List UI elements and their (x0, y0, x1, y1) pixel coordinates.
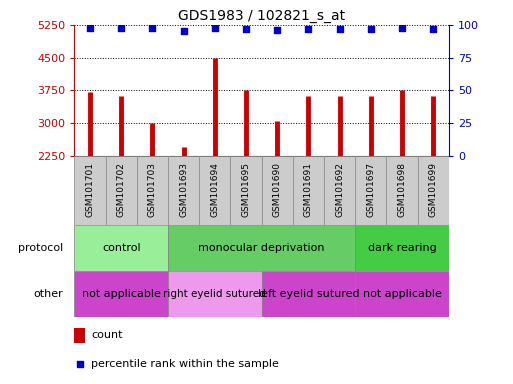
Text: monocular deprivation: monocular deprivation (199, 243, 325, 253)
Point (180, 28, 188, 35)
Title: GDS1983 / 102821_s_at: GDS1983 / 102821_s_at (178, 8, 345, 23)
FancyBboxPatch shape (293, 156, 324, 225)
Text: not applicable: not applicable (82, 289, 161, 299)
Text: GSM101694: GSM101694 (210, 162, 220, 217)
Point (86, 25, 94, 31)
Bar (74, 328, 85, 343)
FancyBboxPatch shape (137, 156, 168, 225)
Text: not applicable: not applicable (363, 289, 442, 299)
Text: protocol: protocol (18, 243, 64, 253)
Text: GSM101691: GSM101691 (304, 162, 313, 217)
Text: GSM101702: GSM101702 (116, 162, 126, 217)
FancyBboxPatch shape (418, 156, 449, 225)
Text: GSM101703: GSM101703 (148, 162, 157, 217)
FancyBboxPatch shape (355, 225, 449, 271)
FancyBboxPatch shape (74, 271, 168, 317)
Text: GSM101701: GSM101701 (86, 162, 94, 217)
Point (117, 25, 125, 31)
Point (211, 25, 219, 31)
Text: GSM101698: GSM101698 (398, 162, 407, 217)
Point (148, 25, 156, 31)
Text: GSM101692: GSM101692 (335, 162, 344, 217)
Text: percentile rank within the sample: percentile rank within the sample (91, 359, 279, 369)
FancyBboxPatch shape (74, 225, 168, 271)
FancyBboxPatch shape (355, 156, 386, 225)
Point (429, 26, 438, 32)
FancyBboxPatch shape (74, 156, 106, 225)
Text: GSM101699: GSM101699 (429, 162, 438, 217)
Point (336, 26, 344, 32)
FancyBboxPatch shape (199, 156, 230, 225)
Text: GSM101690: GSM101690 (273, 162, 282, 217)
FancyBboxPatch shape (168, 225, 355, 271)
Point (75, 361, 84, 367)
Text: right eyelid sutured: right eyelid sutured (164, 289, 266, 299)
FancyBboxPatch shape (262, 271, 355, 317)
FancyBboxPatch shape (324, 156, 355, 225)
FancyBboxPatch shape (168, 156, 199, 225)
FancyBboxPatch shape (106, 156, 137, 225)
Text: GSM101697: GSM101697 (366, 162, 376, 217)
Text: dark rearing: dark rearing (368, 243, 437, 253)
Point (273, 27, 281, 33)
Point (304, 26, 312, 32)
FancyBboxPatch shape (386, 156, 418, 225)
Text: other: other (34, 289, 64, 299)
Text: control: control (102, 243, 141, 253)
FancyBboxPatch shape (355, 271, 449, 317)
Text: GSM101693: GSM101693 (179, 162, 188, 217)
Text: left eyelid sutured: left eyelid sutured (258, 289, 359, 299)
Text: count: count (91, 331, 123, 341)
FancyBboxPatch shape (230, 156, 262, 225)
Point (242, 26, 250, 32)
Point (398, 25, 406, 31)
Point (367, 26, 375, 32)
FancyBboxPatch shape (262, 156, 293, 225)
Text: GSM101695: GSM101695 (242, 162, 250, 217)
FancyBboxPatch shape (168, 271, 262, 317)
